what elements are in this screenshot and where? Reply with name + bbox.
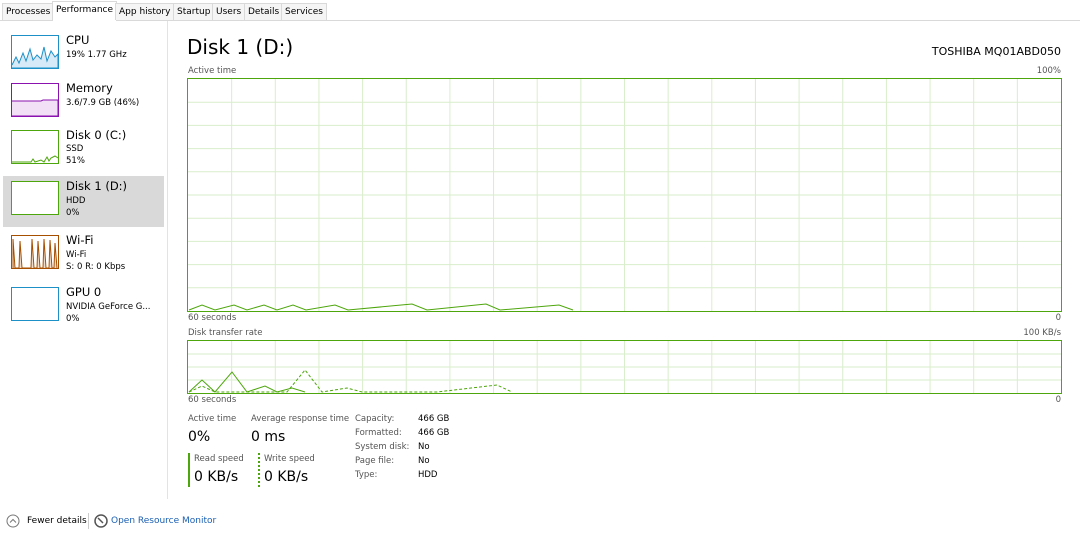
stat-value: 0% (188, 429, 211, 445)
thumbnail (11, 287, 59, 321)
tab[interactable]: Performance (52, 1, 118, 21)
write-indicator (258, 453, 260, 487)
item-type: Wi-Fi (66, 250, 87, 260)
property-label: Type: (355, 470, 378, 480)
graph-label: Disk transfer rate (188, 328, 263, 338)
stat-label: Read speed (194, 454, 244, 464)
item-detail: 0% (66, 208, 80, 218)
sidebar-item[interactable]: Wi-Fi Wi-Fi S: 0 R: 0 Kbps (3, 230, 164, 281)
graph-label: Active time (188, 66, 237, 76)
item-type: NVIDIA GeForce G... (66, 302, 151, 312)
property-label: Capacity: (355, 414, 395, 424)
item-name: Disk 1 (D:) (66, 179, 128, 193)
item-detail: 19% 1.77 GHz (66, 50, 127, 60)
item-detail: 3.6/7.9 GB (46%) (66, 98, 140, 108)
tab[interactable]: Details (244, 3, 284, 20)
read-indicator (188, 453, 190, 487)
resource-monitor-link[interactable]: Open Resource Monitor (111, 516, 217, 526)
tab[interactable]: Processes (2, 3, 55, 20)
item-name: Memory (66, 81, 113, 95)
graph-time: 60 seconds (188, 395, 237, 405)
tab[interactable]: App history (115, 3, 175, 20)
thumbnail (11, 235, 59, 269)
transfer-rate-graph (187, 340, 1062, 394)
stat-value: 0 KB/s (194, 469, 239, 485)
property-label: Formatted: (355, 428, 402, 438)
thumbnail (11, 83, 59, 117)
item-type: SSD (66, 144, 84, 154)
model: TOSHIBA MQ01ABD050 (931, 45, 1061, 58)
sidebar-item[interactable]: CPU 19% 1.77 GHz (3, 30, 164, 81)
thumbnail (11, 35, 59, 69)
graph-min: 0 (1055, 395, 1061, 405)
property-value: 466 GB (418, 428, 450, 438)
thumbnail (11, 130, 59, 164)
tab-bar: Processes Performance App history Startu… (0, 0, 1080, 21)
tab[interactable]: Startup (173, 3, 215, 20)
title: Disk 1 (D:) (187, 35, 294, 59)
property-value: No (418, 456, 430, 466)
property-value: No (418, 442, 430, 452)
item-name: GPU 0 (66, 285, 102, 299)
divider (167, 21, 168, 499)
property-label: Page file: (355, 456, 395, 466)
monitor-icon[interactable] (94, 514, 110, 530)
sidebar-item[interactable]: Disk 1 (D:) HDD 0% (3, 176, 164, 227)
item-name: CPU (66, 33, 90, 47)
stat-label: Average response time (251, 414, 350, 424)
active-time-graph (187, 78, 1062, 312)
separator (88, 513, 89, 529)
item-detail: 0% (66, 314, 80, 324)
graph-min: 0 (1055, 313, 1061, 323)
stat-value: 0 KB/s (264, 469, 309, 485)
thumbnail (11, 181, 59, 215)
tab[interactable]: Users (212, 3, 246, 20)
item-detail: S: 0 R: 0 Kbps (66, 262, 126, 272)
item-detail: 51% (66, 156, 85, 166)
item-name: Wi-Fi (66, 233, 94, 247)
property-value: HDD (418, 470, 438, 480)
graph-max: 100% (1036, 66, 1061, 76)
stat-label: Write speed (264, 454, 315, 464)
sidebar-item[interactable]: Memory 3.6/7.9 GB (46%) (3, 78, 164, 129)
property-value: 466 GB (418, 414, 450, 424)
property-label: System disk: (355, 442, 410, 452)
item-type: HDD (66, 196, 86, 206)
sidebar-item[interactable]: Disk 0 (C:) SSD 51% (3, 125, 164, 176)
fewer-details[interactable]: Fewer details (27, 516, 87, 526)
tab[interactable]: Services (281, 3, 327, 20)
item-name: Disk 0 (C:) (66, 128, 127, 142)
collapse-icon[interactable] (6, 514, 22, 530)
graph-max: 100 KB/s (1023, 328, 1061, 338)
stat-value: 0 ms (251, 429, 286, 445)
graph-time: 60 seconds (188, 313, 237, 323)
sidebar-item[interactable]: GPU 0 NVIDIA GeForce G... 0% (3, 282, 164, 333)
stat-label: Active time (188, 414, 237, 424)
